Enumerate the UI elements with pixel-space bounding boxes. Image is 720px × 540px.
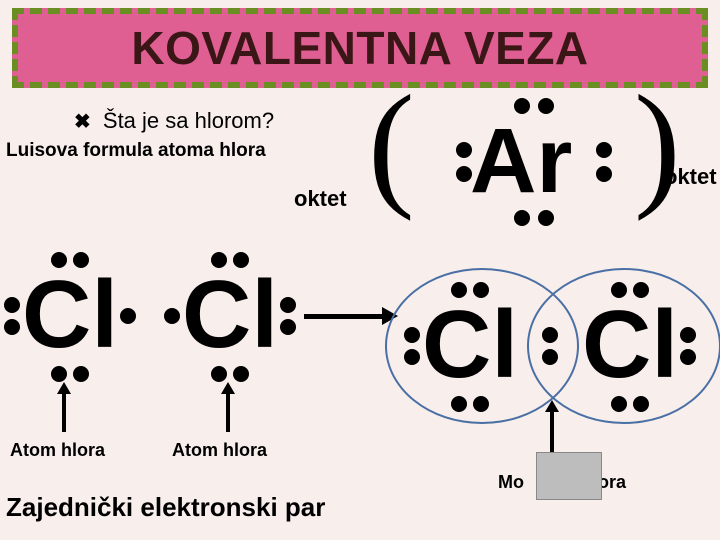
electron-dot — [514, 98, 530, 114]
electron-dot — [456, 166, 472, 182]
electron-dot — [514, 210, 530, 226]
electron-dot — [456, 142, 472, 158]
electron-dot — [596, 166, 612, 182]
electron-dot — [596, 142, 612, 158]
electron-dot — [538, 98, 554, 114]
ar-lewis-dots — [0, 0, 720, 540]
electron-dot — [538, 210, 554, 226]
